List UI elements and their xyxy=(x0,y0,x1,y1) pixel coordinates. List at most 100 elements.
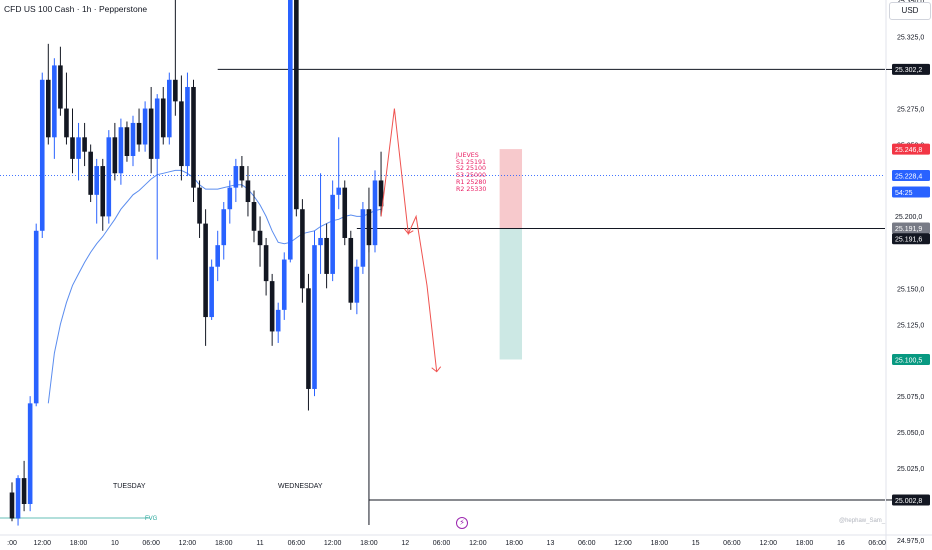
price-label-text: 25.246,8 xyxy=(895,147,922,154)
candle-body xyxy=(21,478,27,504)
candle-body xyxy=(312,245,317,389)
x-tick-label: 06:00 xyxy=(723,540,741,547)
y-tick-label: 25.025,0 xyxy=(897,466,924,473)
x-tick-label: 06:00 xyxy=(288,540,306,547)
x-tick-label: 10 xyxy=(111,540,119,547)
candle-body xyxy=(179,101,184,167)
price-label-box xyxy=(892,222,930,234)
y-tick-label: 25.125,0 xyxy=(897,322,924,329)
price-label-box xyxy=(892,233,930,245)
x-tick-label: 15 xyxy=(692,540,700,547)
candle-body xyxy=(203,223,208,318)
price-label-box xyxy=(892,210,930,222)
candle-body xyxy=(148,108,154,159)
candle-body xyxy=(106,137,112,217)
x-tick-label: :00 xyxy=(7,540,17,547)
candle-body xyxy=(33,230,39,404)
currency-selector[interactable]: USD xyxy=(889,2,931,20)
candle-body xyxy=(378,180,384,207)
candle-body xyxy=(185,86,190,167)
candle-body xyxy=(167,79,172,138)
lightning-icon[interactable]: ⚡ xyxy=(456,517,468,529)
projection-arrowhead xyxy=(431,366,442,373)
candle-body xyxy=(46,79,51,138)
price-label-text: 25.191,9 xyxy=(895,226,922,233)
candle-body xyxy=(52,65,57,138)
x-tick-label: 11 xyxy=(256,540,263,547)
candle-body xyxy=(88,151,93,195)
candle-body xyxy=(257,230,263,246)
x-tick-label: 12:00 xyxy=(324,540,342,547)
candle-body xyxy=(82,137,87,152)
candle-body xyxy=(94,166,99,195)
candle-body xyxy=(263,245,269,282)
candle-body xyxy=(118,127,124,174)
x-tick-label: 06:00 xyxy=(578,540,596,547)
price-label-box xyxy=(892,353,930,365)
x-tick-label: 18:00 xyxy=(505,540,523,547)
candle-body xyxy=(281,259,287,310)
candle-body xyxy=(275,309,281,332)
candle-body xyxy=(245,180,251,203)
price-label-box xyxy=(892,186,930,198)
pivot-annotation: JUEVES S1 25191 S2 25100 S3 25000 R1 252… xyxy=(456,152,487,193)
candle-body xyxy=(173,79,178,102)
annotation-line: R1 25280 xyxy=(456,178,487,186)
candle-body xyxy=(160,98,166,138)
fvg-label: FVG xyxy=(145,516,158,522)
candle-body xyxy=(197,187,202,224)
candle-body xyxy=(354,266,360,303)
x-tick-label: 12:00 xyxy=(614,540,632,547)
candle-body xyxy=(330,194,335,274)
candle-body xyxy=(239,166,245,181)
candle-body xyxy=(318,237,323,246)
candle-body xyxy=(227,187,233,210)
moving-average-line xyxy=(47,169,382,404)
candle-body xyxy=(233,166,239,188)
candle-body xyxy=(142,108,148,145)
candle-body xyxy=(15,478,21,519)
candle-body xyxy=(306,288,311,389)
price-label-text: 54:25 xyxy=(895,190,913,197)
candle-body xyxy=(112,137,118,174)
candle-body xyxy=(191,86,196,188)
candle-body xyxy=(294,0,299,210)
candle-body xyxy=(130,122,136,157)
x-tick-label: 12 xyxy=(401,540,409,547)
author-watermark: @hephaw_Sam_ xyxy=(839,518,886,524)
projection-arrowhead xyxy=(403,228,414,235)
price-label-text: 25.191,6 xyxy=(895,236,922,243)
annotation-line: S3 25000 xyxy=(456,172,487,180)
candle-body xyxy=(342,187,348,238)
candle-body xyxy=(9,492,15,519)
candle-body xyxy=(136,122,142,145)
x-tick-label: 06:00 xyxy=(433,540,451,547)
x-tick-label: 06:00 xyxy=(142,540,160,547)
x-tick-label: 18:00 xyxy=(215,540,233,547)
annotation-line: S2 25100 xyxy=(456,165,487,173)
take-profit-zone xyxy=(499,228,523,360)
price-label-box xyxy=(892,170,930,182)
x-tick-label: 12:00 xyxy=(759,540,777,547)
candles-group xyxy=(9,0,384,526)
candle-body xyxy=(221,209,227,246)
price-label-box xyxy=(892,143,930,155)
annotation-line: JUEVES xyxy=(456,152,479,159)
candle-body xyxy=(288,0,293,260)
candle-body xyxy=(76,137,81,159)
x-tick-label: 16 xyxy=(837,540,845,547)
price-label-box xyxy=(892,63,930,75)
x-tick-label: 06:00 xyxy=(868,540,886,547)
x-tick-label: 18:00 xyxy=(796,540,814,547)
price-label-box xyxy=(892,494,930,506)
candle-body xyxy=(215,245,220,267)
candle-body xyxy=(372,180,378,246)
chart-title: CFD US 100 Cash · 1h · Pepperstone xyxy=(4,4,148,14)
candle-body xyxy=(360,209,366,267)
candle-body xyxy=(154,98,160,159)
stop-loss-zone xyxy=(499,149,523,229)
y-tick-label: 24.975,0 xyxy=(897,538,924,545)
candle-body xyxy=(366,209,372,246)
day-label-wednesday: WEDNESDAY xyxy=(278,483,323,490)
